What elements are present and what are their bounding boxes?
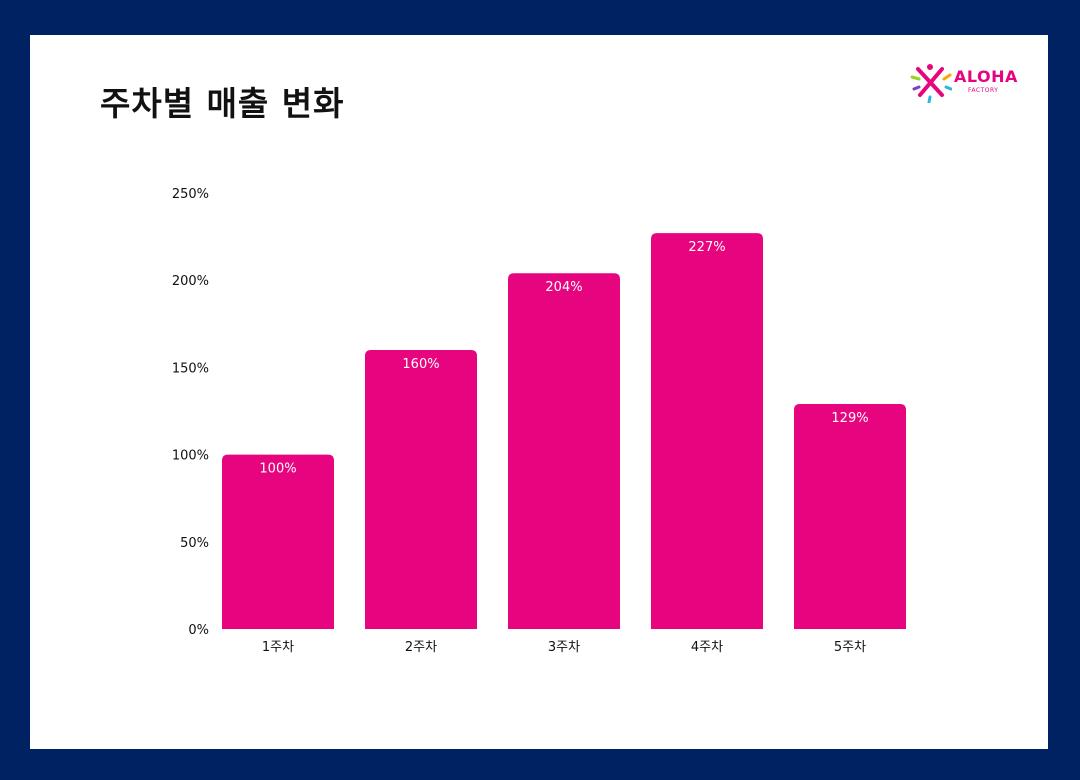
bar-1 (222, 454, 334, 629)
bar-3 (508, 273, 620, 629)
bar-2 (365, 349, 477, 629)
data-label: 100% (259, 462, 296, 477)
x-tick-label: 4주차 (691, 640, 723, 655)
bar-5 (794, 404, 906, 629)
y-tick-label: 100% (172, 449, 209, 464)
data-label: 204% (545, 280, 582, 295)
brand-logo: ALOHA FACTORY (910, 61, 1020, 103)
y-tick-label: 0% (188, 623, 209, 638)
x-tick-label: 3주차 (548, 640, 580, 655)
x-tick-label: 1주차 (262, 640, 294, 655)
data-label: 227% (688, 240, 725, 255)
y-tick-label: 250% (172, 187, 209, 202)
data-label: 160% (402, 357, 439, 372)
x-tick-label: 2주차 (405, 640, 437, 655)
bar-4 (651, 233, 763, 629)
y-tick-label: 200% (172, 274, 209, 289)
data-label: 129% (831, 411, 868, 426)
chart-title: 주차별 매출 변화 (100, 84, 345, 123)
logo-subtitle: FACTORY (968, 87, 999, 94)
starburst-icon (910, 64, 952, 103)
logo-name: ALOHA (954, 67, 1018, 86)
y-tick-label: 50% (180, 536, 209, 551)
y-tick-label: 150% (172, 361, 209, 376)
x-tick-label: 5주차 (834, 640, 866, 655)
